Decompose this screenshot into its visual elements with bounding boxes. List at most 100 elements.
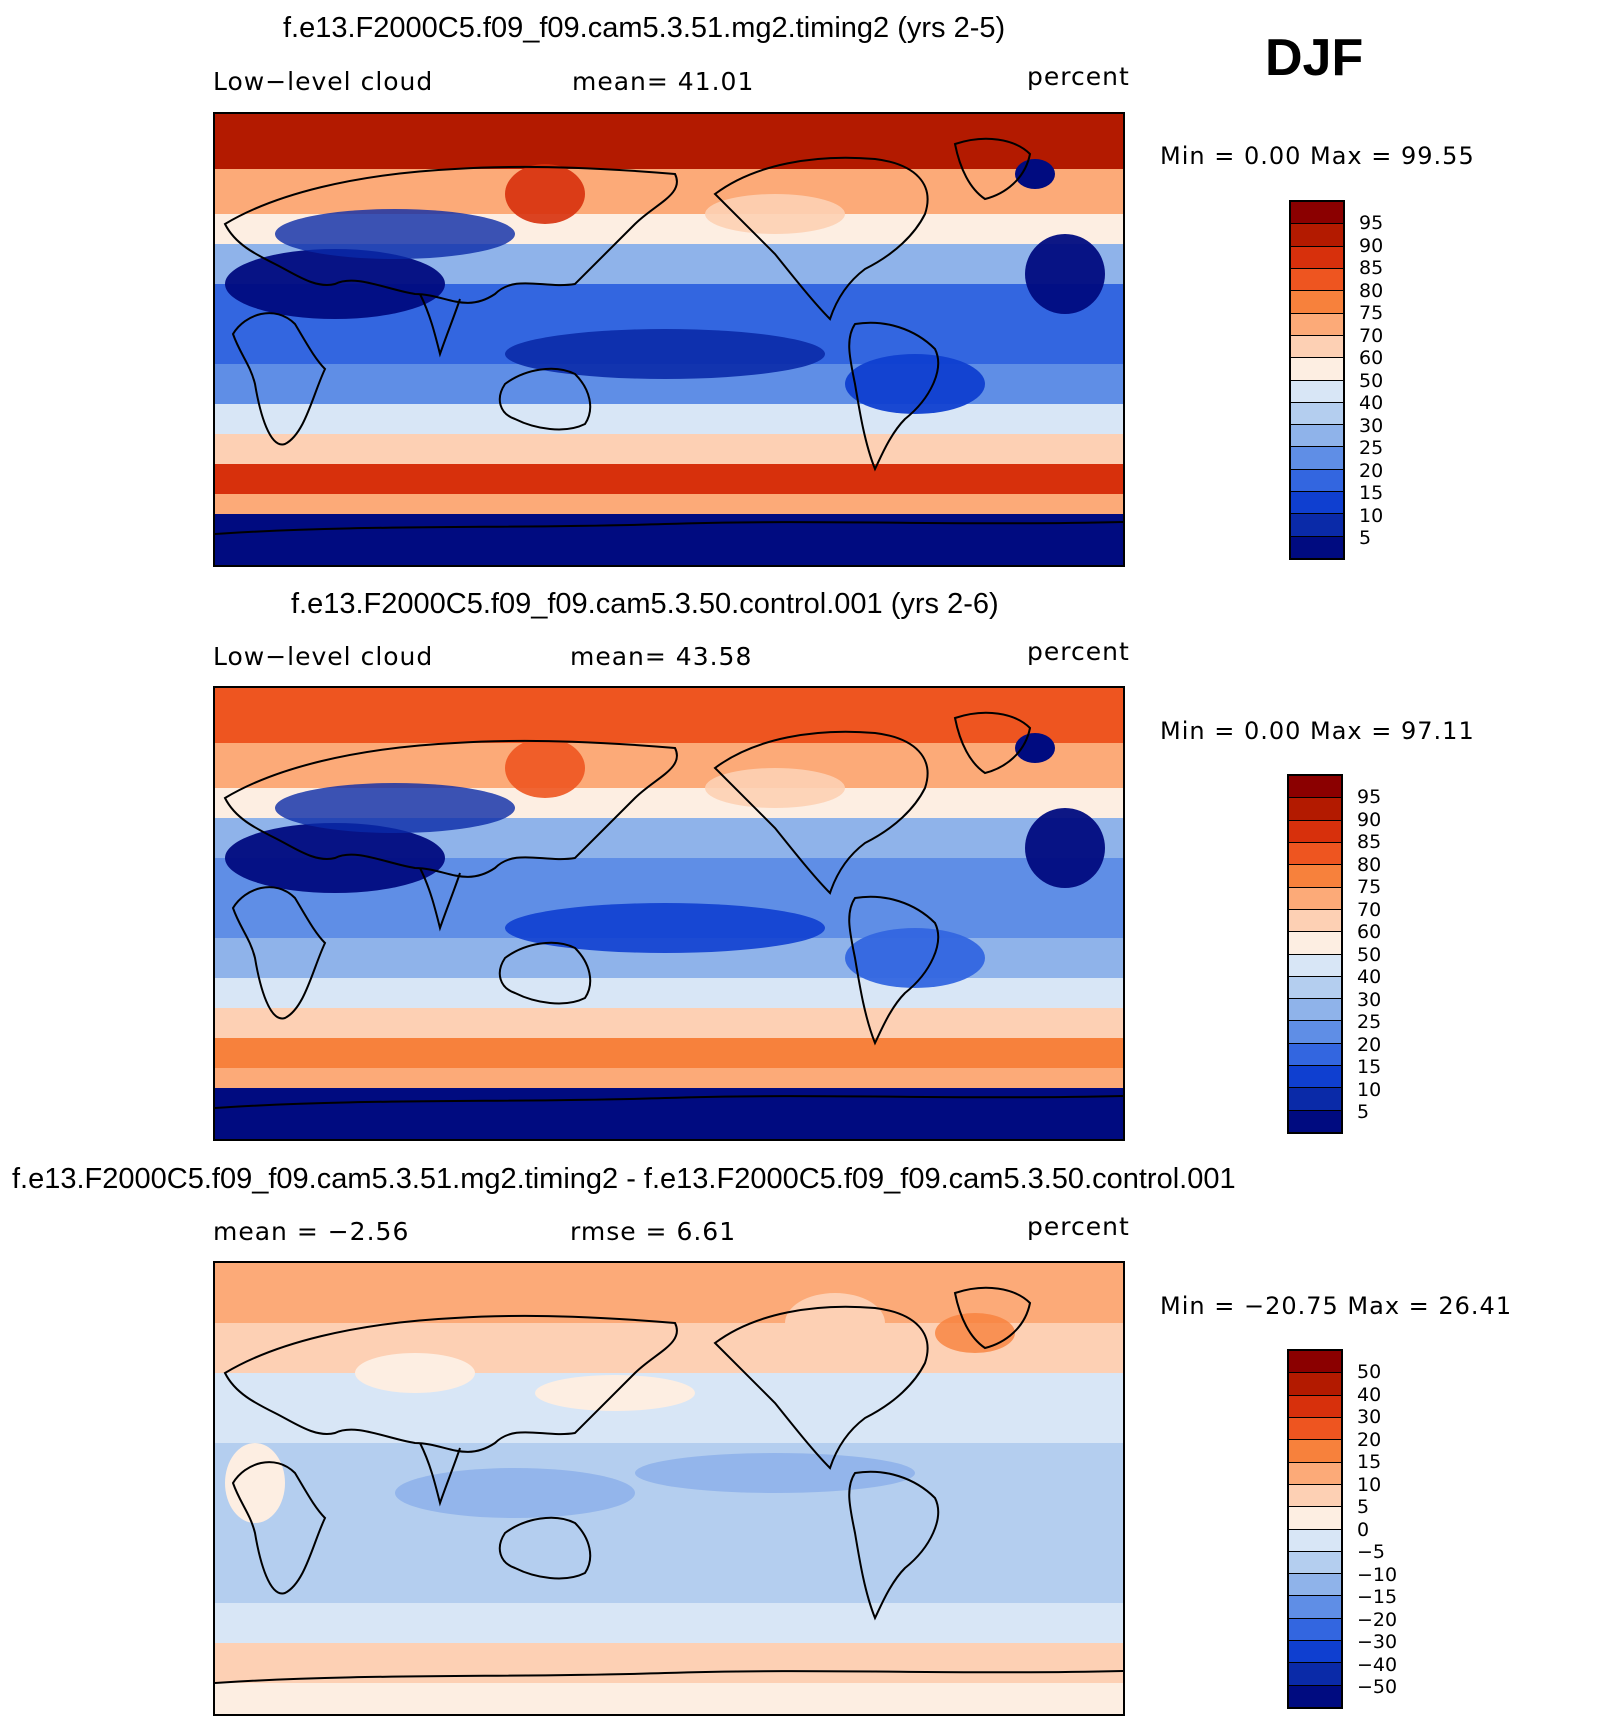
coastline xyxy=(223,739,678,878)
colorbar-tick-label: −30 xyxy=(1357,1631,1398,1653)
colorbar-swatch xyxy=(1289,1043,1341,1067)
colorbar-swatch xyxy=(1291,291,1343,314)
variable-label: Low−level cloud xyxy=(213,642,434,671)
colorbar-tick-label: 80 xyxy=(1359,279,1384,302)
units-label: percent xyxy=(1027,637,1130,666)
colorbar-tick-label: 0 xyxy=(1357,1518,1370,1541)
colorbar-tick-label: −5 xyxy=(1357,1541,1386,1563)
coastline xyxy=(215,1670,1123,1684)
colorbar-tick-label: 5 xyxy=(1357,1101,1370,1123)
panel-title: f.e13.F2000C5.f09_f09.cam5.3.51.mg2.timi… xyxy=(283,12,1006,44)
colorbar-tick-label: 75 xyxy=(1357,876,1382,898)
colorbar xyxy=(1289,200,1345,560)
colorbar-swatch xyxy=(1289,1574,1341,1597)
colorbar-swatch xyxy=(1289,887,1341,910)
colorbar-swatch xyxy=(1291,268,1343,292)
colorbar-swatch xyxy=(1289,1088,1341,1111)
map-difference xyxy=(213,1261,1125,1716)
colorbar-swatch xyxy=(1291,358,1343,381)
colorbar-tick-label: −15 xyxy=(1357,1586,1398,1608)
map-field xyxy=(215,688,1123,1139)
colorbar-swatch xyxy=(1291,447,1343,470)
colorbar-swatch xyxy=(1289,1417,1341,1441)
colorbar-swatch xyxy=(1289,1685,1341,1707)
colorbar-tick-label: 5 xyxy=(1359,527,1372,549)
colorbar-tick-label: 10 xyxy=(1359,504,1384,527)
colorbar-swatch xyxy=(1289,1395,1341,1418)
coastline xyxy=(848,321,940,472)
colorbar-tick-label: 95 xyxy=(1357,786,1382,808)
colorbar-swatch xyxy=(1289,1596,1341,1619)
coastline xyxy=(953,711,1032,775)
mean-label: mean= 41.01 xyxy=(572,67,755,96)
colorbar-tick-label: 30 xyxy=(1357,988,1382,1011)
colorbar-swatch xyxy=(1291,514,1343,537)
colorbar-swatch xyxy=(1291,536,1343,558)
colorbar-tick-label: 20 xyxy=(1357,1033,1382,1056)
colorbar-swatch xyxy=(1289,1551,1341,1575)
colorbar-swatch xyxy=(1289,798,1341,821)
colorbar-swatch xyxy=(1291,202,1343,225)
colorbar-swatch xyxy=(1289,820,1341,843)
mean-label: mean= 43.58 xyxy=(570,642,753,671)
colorbar-swatch xyxy=(1289,1440,1341,1463)
colorbar-swatch xyxy=(1289,999,1341,1022)
colorbar-tick-label: 90 xyxy=(1357,808,1382,831)
coastline xyxy=(215,1095,1123,1109)
colorbar-tick-label: 85 xyxy=(1357,831,1382,853)
colorbar-tick-label: 90 xyxy=(1359,234,1384,257)
coastline xyxy=(953,1286,1032,1350)
colorbar-tick-label: 5 xyxy=(1357,1496,1370,1518)
colorbar-swatch xyxy=(1289,842,1341,866)
coastline xyxy=(848,895,940,1046)
colorbar-tick-label: 80 xyxy=(1357,853,1382,876)
colorbar-tick-label: 60 xyxy=(1357,921,1382,943)
colorbar-tick-label: 15 xyxy=(1357,1451,1382,1473)
colorbar-tick-label: 15 xyxy=(1357,1056,1382,1078)
colorbar-swatch xyxy=(1291,402,1343,426)
coastline xyxy=(713,156,929,321)
colorbar-swatch xyxy=(1291,335,1343,359)
coastline xyxy=(848,1470,940,1621)
colorbar-swatch xyxy=(1289,1529,1341,1552)
colorbar-tick-label: 10 xyxy=(1357,1078,1382,1101)
panel-title: f.e13.F2000C5.f09_f09.cam5.3.51.mg2.timi… xyxy=(12,1163,1236,1195)
coastline xyxy=(231,1461,327,1595)
map-control xyxy=(213,686,1125,1141)
colorbar-tick-label: 40 xyxy=(1357,966,1382,988)
colorbar-tick-label: 50 xyxy=(1359,369,1384,392)
units-label: percent xyxy=(1027,62,1130,91)
coastline xyxy=(223,1314,678,1453)
colorbar-swatch xyxy=(1289,932,1341,955)
colorbar-swatch xyxy=(1291,425,1343,448)
colorbar-tick-label: 30 xyxy=(1359,414,1384,437)
colorbar-tick-label: 25 xyxy=(1357,1011,1382,1033)
coastline xyxy=(498,1516,592,1580)
colorbar-swatch xyxy=(1289,776,1341,799)
colorbar-tick-label: 60 xyxy=(1359,347,1384,369)
colorbar-swatch xyxy=(1289,1066,1341,1089)
colorbar-swatch xyxy=(1291,380,1343,403)
colorbar-swatch xyxy=(1291,224,1343,247)
colorbar-tick-label: 20 xyxy=(1357,1428,1382,1451)
colorbar-tick-label: 40 xyxy=(1359,392,1384,414)
coastline xyxy=(231,312,327,446)
colorbar-tick-label: −50 xyxy=(1357,1676,1398,1698)
colorbar-tick-label: 50 xyxy=(1357,1361,1382,1383)
colorbar-swatch xyxy=(1291,246,1343,269)
coastline xyxy=(498,941,592,1005)
colorbar-swatch xyxy=(1289,1110,1341,1132)
map-field xyxy=(215,114,1123,565)
colorbar-swatch xyxy=(1289,1462,1341,1485)
colorbar-tick-label: −10 xyxy=(1357,1563,1398,1586)
colorbar-swatch xyxy=(1289,1641,1341,1664)
colorbar-tick-label: 15 xyxy=(1359,482,1384,504)
colorbar-swatch xyxy=(1289,1351,1341,1374)
coastline xyxy=(498,367,592,431)
colorbar xyxy=(1287,1349,1343,1709)
coastline xyxy=(419,1442,461,1507)
min-max-label: Min = 0.00 Max = 97.11 xyxy=(1160,717,1475,745)
colorbar-swatch xyxy=(1291,313,1343,336)
colorbar-swatch xyxy=(1289,1618,1341,1642)
colorbar-swatch xyxy=(1289,1373,1341,1396)
